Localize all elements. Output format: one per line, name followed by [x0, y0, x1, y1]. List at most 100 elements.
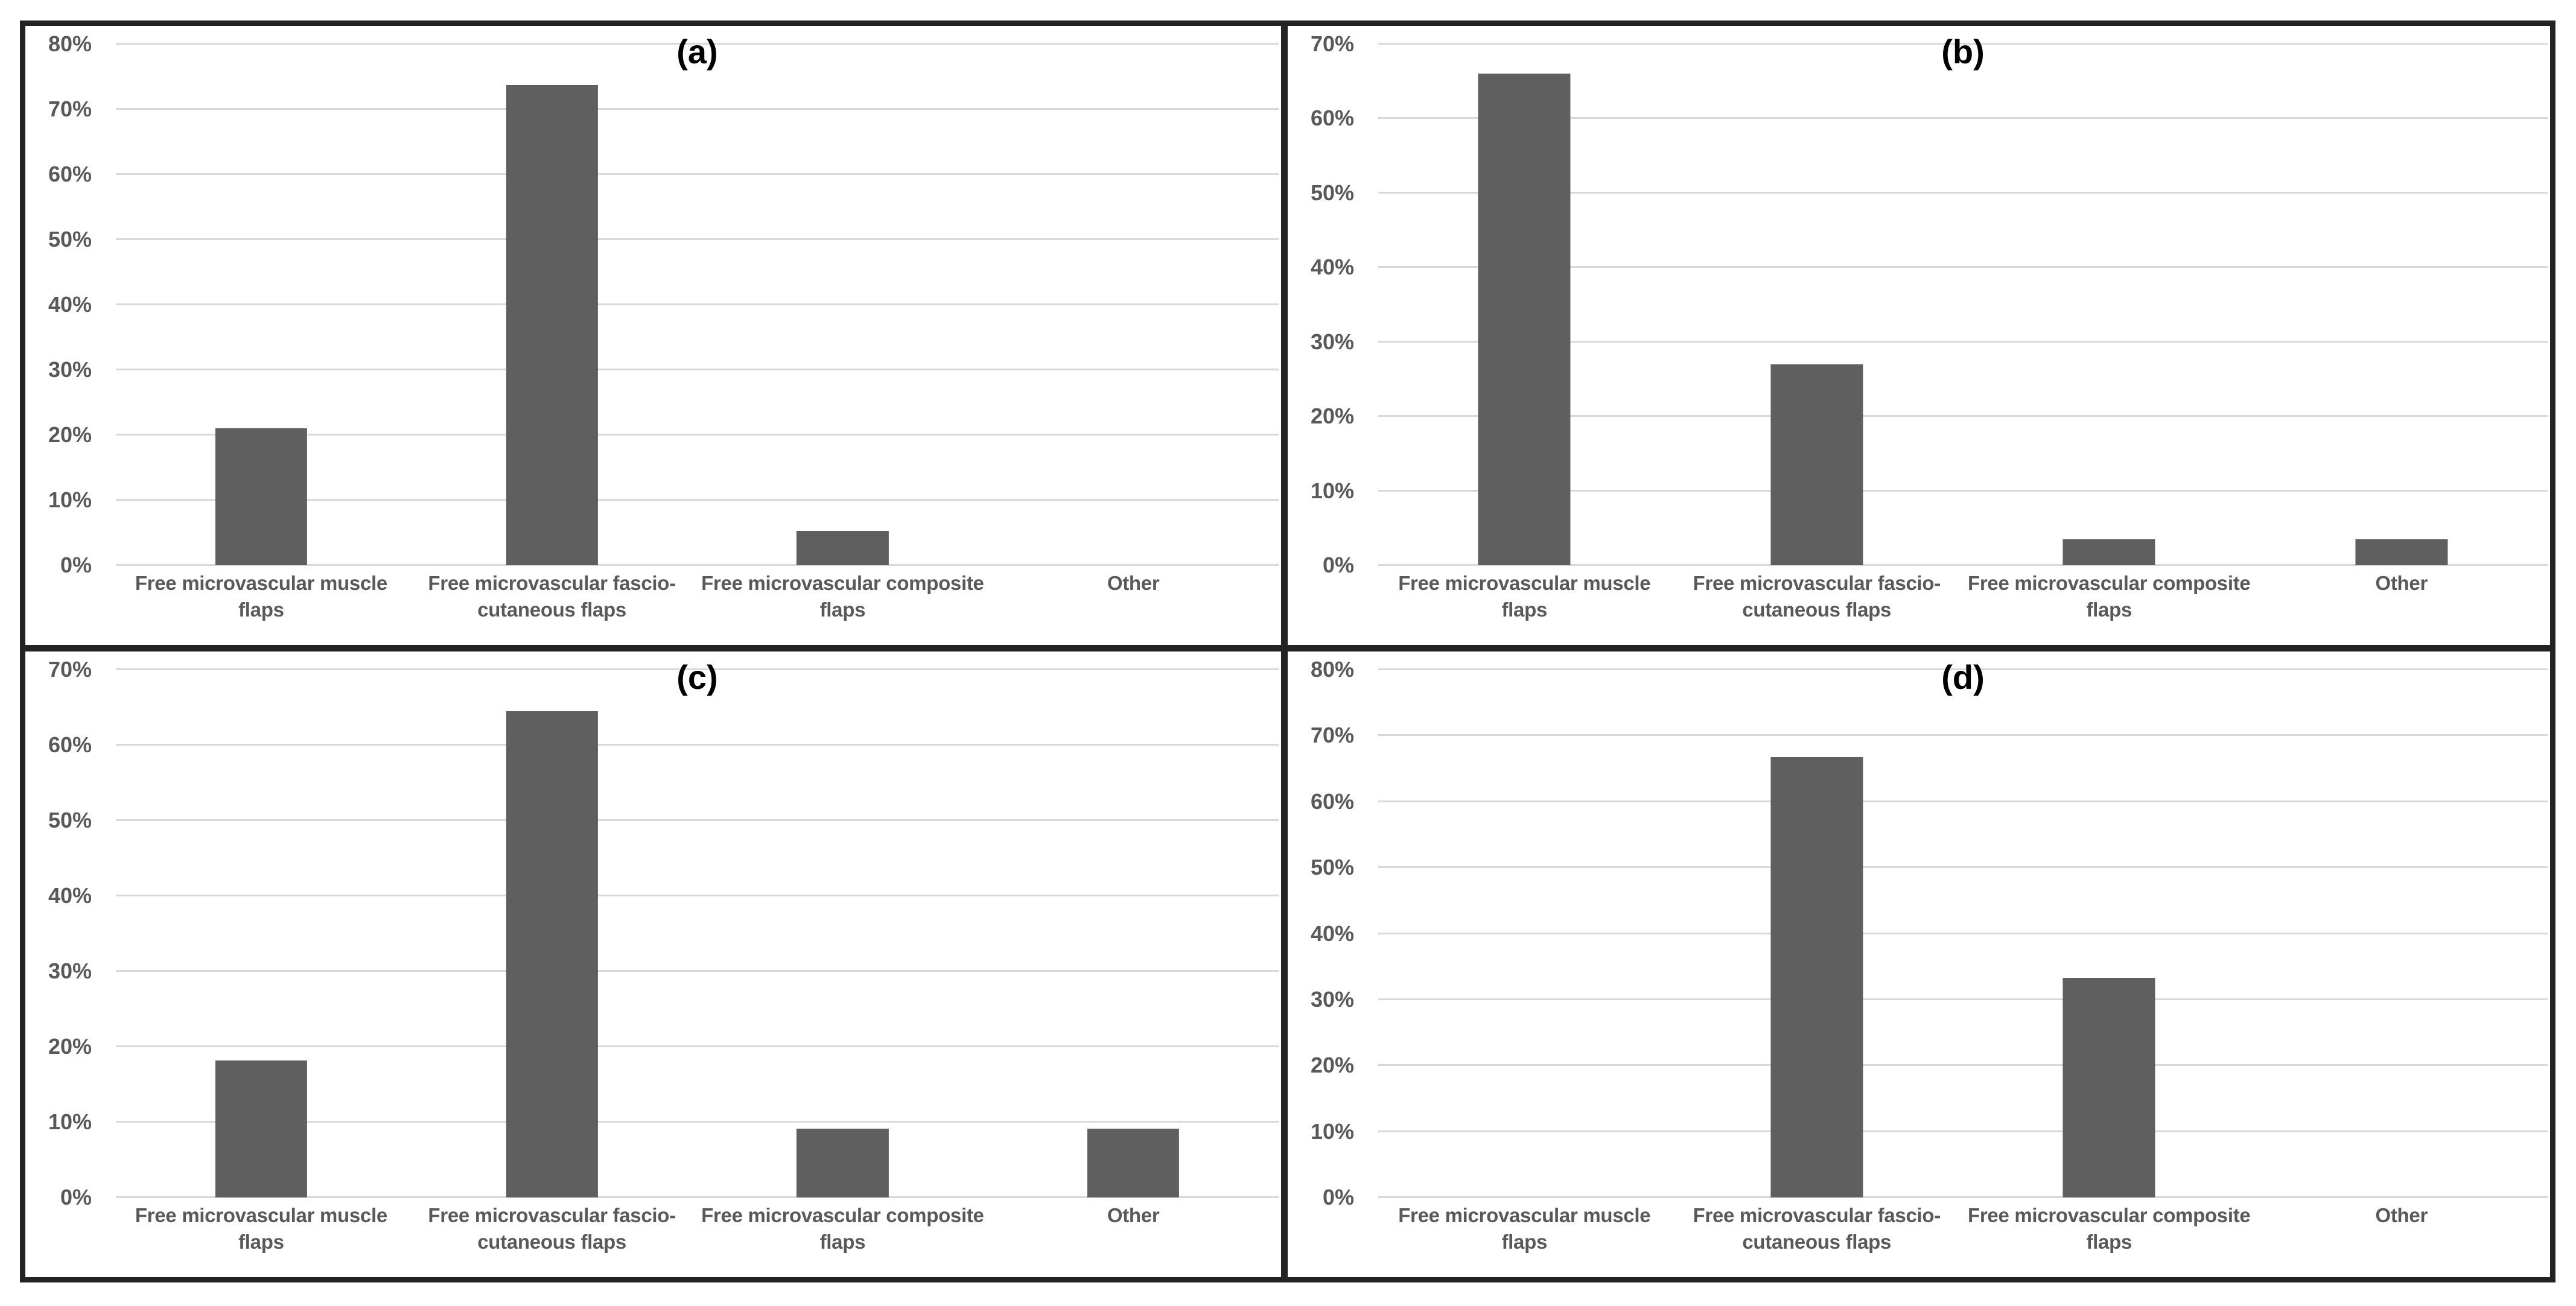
y-tick-label: 60% [48, 162, 92, 186]
gridline [116, 744, 1279, 746]
gridline [1378, 800, 2548, 802]
x-category-label: Free microvascular muscle flaps [1398, 1204, 1651, 1253]
plot-area-d: 0% 10% 20% 30% 40% 50% 60% 70% 80% [1311, 659, 2548, 1208]
x-category-label: Other [2375, 572, 2428, 594]
bar [2062, 539, 2155, 565]
y-tick-label: 80% [48, 31, 92, 56]
y-tick-label: 10% [1310, 478, 1354, 503]
gridline [1378, 734, 2548, 737]
x-category-label: Free microvascular composite flaps [1968, 572, 2251, 621]
bar [1478, 74, 1571, 565]
gridline [116, 238, 1279, 240]
chart-panel-c: (c) 0% 10% 20% 30% 40% 50% 60% 70% Free microva… [25, 651, 1288, 1277]
gridline [1378, 43, 2548, 45]
x-category-label: Free microvascular muscle flaps [135, 572, 387, 621]
gridline [116, 303, 1279, 305]
y-tick-label: 70% [1310, 31, 1354, 56]
y-tick-label: 30% [1310, 329, 1354, 354]
gridline [1378, 668, 2548, 670]
bar [797, 530, 889, 565]
gridline [1378, 932, 2548, 934]
x-axis-labels-c: Free microvascular muscle flaps Free micr… [116, 1202, 1279, 1265]
panel-letter-d: (d) [1941, 658, 1985, 696]
y-tick-label: 40% [48, 292, 92, 317]
bar [1770, 364, 1863, 565]
y-tick-label: 50% [48, 808, 92, 832]
gridline [116, 499, 1279, 501]
y-tick-label: 30% [48, 959, 92, 983]
gridline [116, 1196, 1279, 1198]
gridline [116, 819, 1279, 821]
gridline [116, 369, 1279, 370]
gridline [116, 1121, 1279, 1123]
bar [2355, 539, 2448, 565]
y-tick-label: 0% [60, 553, 92, 577]
y-tick-label: 20% [48, 422, 92, 447]
y-tick-label: 70% [1310, 723, 1354, 748]
bar [506, 85, 598, 565]
y-tick-label: 40% [1310, 921, 1354, 946]
gridline [1378, 998, 2548, 1000]
panel-letter-c: (c) [676, 658, 718, 696]
y-tick-label: 20% [1310, 1053, 1354, 1078]
gridline [116, 970, 1279, 972]
y-tick-label: 10% [1310, 1118, 1354, 1144]
gridline [1378, 340, 2548, 343]
x-axis-labels-b: Free microvascular muscle flaps Free micr… [1378, 570, 2548, 633]
chart-panel-d: (d) 0% 10% 20% 30% 40% 50% 60% 70% 80% Free micr… [1288, 651, 2550, 1277]
y-tick-label: 60% [48, 732, 92, 757]
y-tick-label: 0% [1322, 1185, 1354, 1209]
y-tick-label: 40% [1310, 255, 1354, 280]
y-tick-label: 50% [1310, 855, 1354, 880]
gridline [116, 668, 1279, 670]
x-category-label: Free microvascular fascio- cutaneous fla… [428, 572, 676, 621]
chart-panel-a: (a) 0% 10% 20% 30% 40% 50% 60% 70% 80% Free micr… [25, 26, 1288, 651]
gridline [116, 108, 1279, 110]
gridline [116, 895, 1279, 897]
y-tick-label: 60% [1310, 106, 1354, 131]
gridline [1378, 415, 2548, 417]
gridline [1378, 1196, 2548, 1198]
bar [797, 1129, 889, 1197]
y-tick-label: 50% [48, 227, 92, 252]
gridline [1378, 117, 2548, 119]
bar [506, 711, 598, 1197]
y-tick-label: 10% [48, 487, 92, 512]
y-tick-label: 30% [1310, 986, 1354, 1012]
gridline [1378, 1130, 2548, 1132]
x-category-label: Free microvascular fascio- cutaneous fla… [1693, 572, 1941, 621]
x-category-label: Other [1107, 1204, 1160, 1226]
y-tick-label: 70% [48, 657, 92, 682]
x-axis-labels-a: Free microvascular muscle flaps Free micr… [116, 570, 1279, 633]
y-tick-label: 70% [48, 97, 92, 121]
gridline [116, 173, 1279, 175]
y-tick-label: 20% [48, 1034, 92, 1059]
x-category-label: Free microvascular fascio- cutaneous fla… [428, 1204, 676, 1253]
x-axis-labels-d: Free microvascular muscle flaps Free micr… [1378, 1202, 2548, 1265]
gridline [1378, 866, 2548, 869]
bar [2062, 977, 2155, 1197]
y-tick-label: 30% [48, 357, 92, 382]
x-category-label: Other [2375, 1204, 2428, 1226]
bar [215, 428, 307, 565]
y-tick-label: 10% [48, 1109, 92, 1134]
x-category-label: Free microvascular fascio- cutaneous fla… [1693, 1204, 1941, 1253]
plot-area-a: 0% 10% 20% 30% 40% 50% 60% 70% 80% [48, 33, 1279, 576]
gridline [116, 564, 1279, 566]
y-tick-label: 40% [48, 883, 92, 908]
x-category-label: Free microvascular muscle flaps [135, 1204, 387, 1253]
x-category-label: Free microvascular composite flaps [701, 572, 984, 621]
bar [1087, 1129, 1180, 1197]
y-tick-label: 80% [1310, 657, 1354, 682]
gridline [116, 1045, 1279, 1048]
x-category-label: Free microvascular composite flaps [701, 1204, 984, 1253]
y-tick-label: 0% [60, 1185, 92, 1209]
y-tick-label: 50% [1310, 180, 1354, 205]
gridline [116, 43, 1279, 45]
flap-types-bar-chart-figure: (a) 0% 10% 20% 30% 40% 50% 60% 70% 80% Free micr… [20, 21, 2555, 1282]
bar [215, 1060, 307, 1197]
gridline [116, 434, 1279, 436]
panel-letter-a: (a) [676, 33, 718, 71]
y-tick-label: 60% [1310, 788, 1354, 814]
gridline [1378, 564, 2548, 566]
